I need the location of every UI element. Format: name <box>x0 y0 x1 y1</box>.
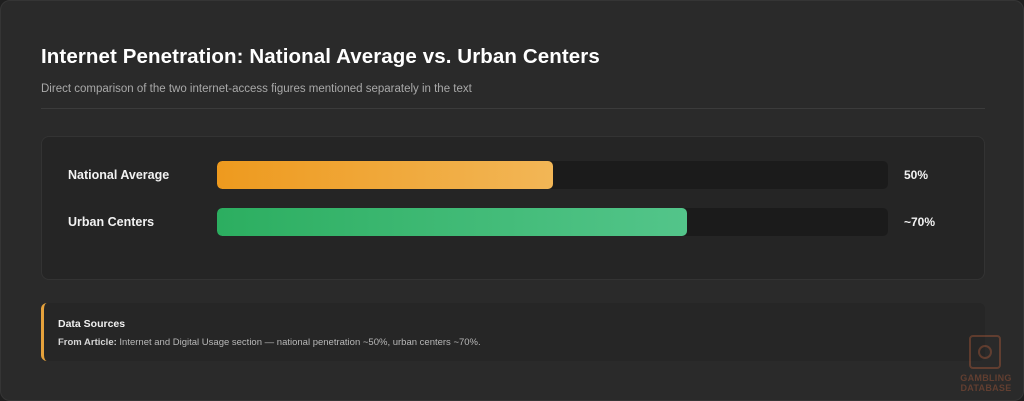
watermark-text: GAMBLING DATABASE <box>951 373 1021 393</box>
bar-label: National Average <box>68 168 170 182</box>
watermark-logo: GAMBLING DATABASE <box>951 335 1021 399</box>
bar-track <box>217 161 888 189</box>
watermark-line-1: GAMBLING <box>960 373 1012 383</box>
bar <box>217 161 553 189</box>
header-divider <box>41 108 985 109</box>
bar <box>217 208 687 236</box>
data-sources-text: From Article: Internet and Digital Usage… <box>58 337 481 348</box>
chart-subtitle: Direct comparison of the two internet-ac… <box>41 83 472 95</box>
bar-chart-panel: National Average 50% Urban Centers ~70% <box>41 136 985 280</box>
bar-row: Urban Centers ~70% <box>42 208 984 236</box>
bar-track <box>217 208 888 236</box>
chart-title: Internet Penetration: National Average v… <box>41 45 600 68</box>
watermark-line-2: DATABASE <box>960 383 1012 393</box>
roulette-icon <box>969 335 1001 369</box>
bar-value-label: 50% <box>904 168 929 182</box>
bar-row: National Average 50% <box>42 161 984 189</box>
chart-header: Internet Penetration: National Average v… <box>41 45 985 95</box>
data-sources-title: Data Sources <box>58 318 126 330</box>
data-sources-key: From Article: <box>58 337 117 348</box>
data-sources-detail: Internet and Digital Usage section — nat… <box>116 337 481 348</box>
bar-value-label: ~70% <box>904 215 936 229</box>
data-sources-box: Data Sources From Article: Internet and … <box>41 303 985 361</box>
bar-label: Urban Centers <box>68 215 155 229</box>
